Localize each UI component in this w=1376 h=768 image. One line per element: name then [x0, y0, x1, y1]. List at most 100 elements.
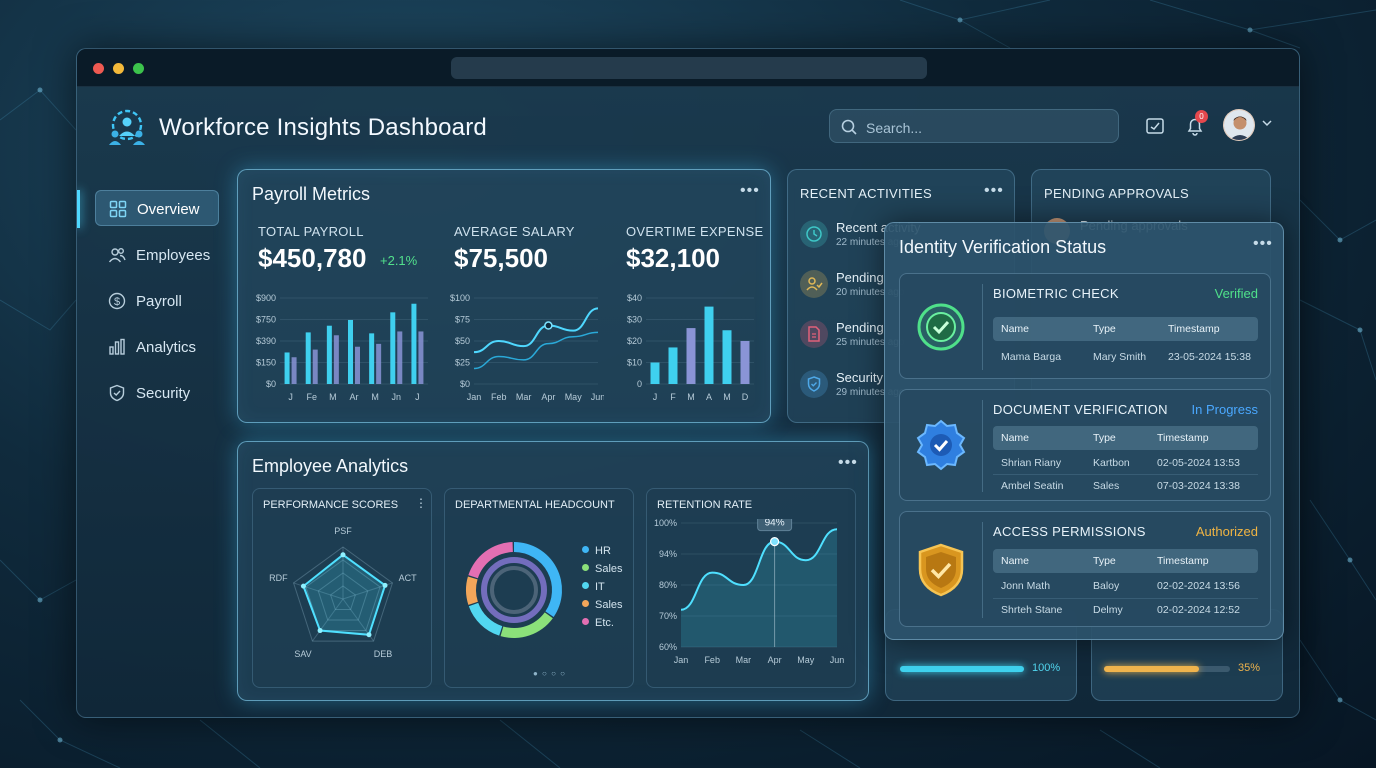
activity-time: 29 minutes ago: [836, 387, 905, 398]
radar-grid: [330, 585, 356, 611]
user-avatar[interactable]: [1223, 109, 1255, 141]
table-row[interactable]: Shrteh Stane Delmy 02-02-2024 12:52: [993, 598, 1258, 620]
sidebar-item-employees[interactable]: Employees: [95, 237, 219, 273]
radar-point: [317, 628, 323, 634]
y-tick-label: $150: [256, 358, 276, 368]
x-tick-label: Fe: [306, 392, 317, 402]
document-icon: [808, 326, 820, 342]
payroll-bar: [326, 325, 332, 384]
table-header: Name Type Timestamp: [993, 317, 1258, 341]
activity-item[interactable]: Pending 25 minutes ago: [800, 314, 1010, 354]
y-tick-label: $20: [627, 336, 642, 346]
more-options-icon[interactable]: •••: [838, 454, 858, 471]
y-tick-label: $40: [627, 293, 642, 303]
x-tick-label: Jan: [674, 655, 689, 665]
radar-grid: [305, 559, 381, 632]
activity-title: Pending: [836, 320, 884, 335]
access-permissions-section: ACCESS PERMISSIONS Authorized Name Type Ti…: [899, 511, 1271, 627]
radar-point: [300, 583, 306, 589]
table-row[interactable]: Ambel Seatin Sales 07-03-2024 13:38: [993, 474, 1258, 496]
svg-text:$: $: [114, 296, 120, 308]
panel-title: Employee Analytics: [252, 456, 409, 476]
donut-core-ring: [490, 566, 538, 614]
payroll-bar: [369, 333, 375, 384]
y-tick-label: $50: [455, 336, 470, 346]
overtime-bar: [740, 341, 750, 384]
x-tick-label: Feb: [704, 655, 720, 665]
radar-point: [366, 632, 372, 638]
address-bar[interactable]: [451, 57, 927, 79]
activity-title: Pending: [836, 270, 884, 285]
y-tick-label: $900: [256, 293, 276, 303]
more-options-icon[interactable]: •••: [1253, 235, 1273, 252]
y-tick-label: $30: [627, 315, 642, 325]
more-options-icon[interactable]: ⋮: [415, 496, 427, 510]
table-row[interactable]: Shrian Riany Kartbon 02-05-2024 13:53: [1001, 457, 1240, 469]
dollar-icon: $: [108, 292, 126, 310]
overtime-expense-bar-chart: 0 $10 $20 $30 $40 J F M A M D: [627, 293, 754, 402]
x-tick-label: May: [565, 392, 583, 402]
sidebar-item-label: Employees: [136, 247, 211, 264]
callout-box: [757, 519, 793, 532]
activity-item[interactable]: Security 29 minutes ago: [800, 364, 1010, 404]
headcount-donut-chart: [466, 542, 562, 638]
departmental-headcount-card: DEPARTMENTAL HEADCOUNT HR Sales IT Sales…: [444, 488, 634, 688]
y-tick-label: $10: [627, 358, 642, 368]
y-tick-label: $0: [266, 379, 276, 389]
sidebar-item-payroll[interactable]: $ Payroll: [95, 283, 219, 319]
identity-verification-card: Identity Verification Status ••• BIOMETR…: [884, 222, 1284, 640]
x-tick-label: Jan: [467, 392, 482, 402]
search-input[interactable]: Search...: [829, 109, 1119, 143]
x-tick-label: D: [742, 392, 749, 402]
metric-label: AVERAGE SALARY: [454, 224, 575, 239]
activity-item[interactable]: Pending 20 minutes ago: [800, 264, 1010, 304]
shield-icon: [109, 384, 125, 402]
messages-icon[interactable]: [1145, 116, 1165, 136]
more-options-icon[interactable]: •••: [740, 182, 760, 199]
legend-item: Sales: [582, 599, 623, 611]
maximize-window-button[interactable]: [133, 63, 144, 74]
app-title: Workforce Insights Dashboard: [159, 114, 487, 141]
radar-spoke: [312, 598, 344, 642]
sidebar-item-label: Payroll: [136, 293, 182, 310]
verified-badge-icon: [916, 419, 966, 471]
donut-slice: [514, 542, 562, 618]
y-tick-label: $25: [455, 358, 470, 368]
more-options-icon[interactable]: •••: [984, 182, 1004, 199]
activity-time: 20 minutes ago: [836, 287, 905, 298]
activity-time: 25 minutes ago: [836, 337, 905, 348]
x-tick-label: M: [723, 392, 731, 402]
sidebar-item-security[interactable]: Security: [95, 375, 219, 411]
x-tick-label: Apr: [768, 655, 782, 665]
workforce-logo-icon: [109, 109, 145, 145]
table-row[interactable]: Mama Barga Mary Smith 23-05-2024 15:38: [1001, 351, 1251, 363]
y-tick-label: $390: [256, 336, 276, 346]
panel-title: PENDING APPROVALS: [1044, 186, 1190, 201]
x-tick-label: M: [371, 392, 379, 402]
table-header: Name Type Timestamp: [993, 549, 1258, 573]
sidebar-item-label: Security: [136, 385, 191, 402]
pagination-dots[interactable]: ● ○ ○ ○: [533, 669, 566, 678]
x-tick-label: Jun: [591, 392, 604, 402]
sidebar-item-overview[interactable]: Overview: [95, 190, 219, 226]
close-window-button[interactable]: [93, 63, 104, 74]
table-row[interactable]: Jonn Math Baloy 02-02-2024 13:56: [1001, 580, 1240, 592]
legend-item: IT: [582, 581, 605, 593]
y-tick-label: $75: [455, 315, 470, 325]
metric-change: +2.1%: [380, 253, 418, 268]
bar-chart-icon: [109, 338, 125, 355]
users-icon: [108, 248, 126, 263]
progress-value: 100%: [1032, 662, 1061, 674]
progress-value: 35%: [1238, 662, 1261, 674]
legend-item: Sales: [582, 563, 623, 575]
search-placeholder: Search...: [866, 120, 923, 136]
x-tick-label: Ar: [350, 392, 359, 402]
radar-axis-label: RDF: [269, 573, 288, 583]
overtime-bar: [722, 330, 732, 384]
x-tick-label: A: [706, 392, 712, 402]
section-title: ACCESS PERMISSIONS: [993, 524, 1146, 539]
minimize-window-button[interactable]: [113, 63, 124, 74]
sidebar-item-analytics[interactable]: Analytics: [95, 329, 219, 365]
payroll-bar-secondary: [376, 343, 382, 384]
chevron-down-icon[interactable]: [1261, 117, 1273, 129]
